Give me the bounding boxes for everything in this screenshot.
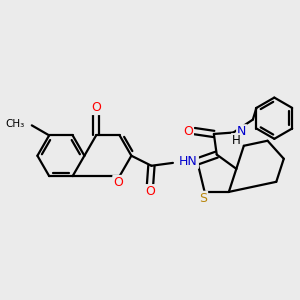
Text: N: N: [237, 125, 246, 138]
Text: HN: HN: [179, 155, 198, 168]
Text: O: O: [91, 101, 101, 114]
Text: H: H: [232, 134, 241, 147]
Text: O: O: [145, 185, 155, 198]
Text: CH₃: CH₃: [5, 119, 25, 129]
Text: O: O: [113, 176, 123, 189]
Text: S: S: [199, 192, 207, 205]
Text: O: O: [183, 124, 193, 138]
